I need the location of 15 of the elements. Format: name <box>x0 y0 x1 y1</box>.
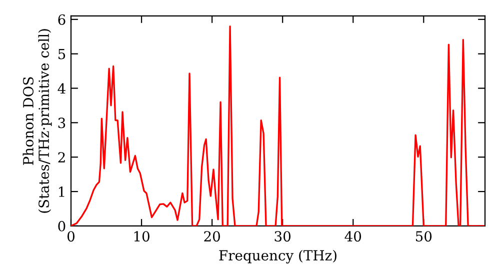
x-tick-label: 0 <box>67 231 74 242</box>
x-tick-label: 20 <box>204 231 220 242</box>
y-tick-label: 6 <box>58 14 66 25</box>
y-tick-label: 1 <box>58 186 64 197</box>
x-tick-label: 30 <box>274 231 290 242</box>
y-axis-title: Phonon DOS (States/THz·primitive cell) <box>22 29 52 213</box>
x-tick-label: 40 <box>344 231 362 242</box>
y-tick-label: 3 <box>58 118 66 128</box>
x-tick-label: 50 <box>416 231 432 242</box>
y-tick-label: 4 <box>58 83 66 94</box>
y-tick-label: 2 <box>58 152 65 162</box>
y-tick-label: 5 <box>58 48 66 60</box>
x-tick-label: 10 <box>134 231 150 242</box>
x-axis-title: Frequency (THz) <box>219 250 336 264</box>
y-tick-label: 0 <box>58 220 66 232</box>
